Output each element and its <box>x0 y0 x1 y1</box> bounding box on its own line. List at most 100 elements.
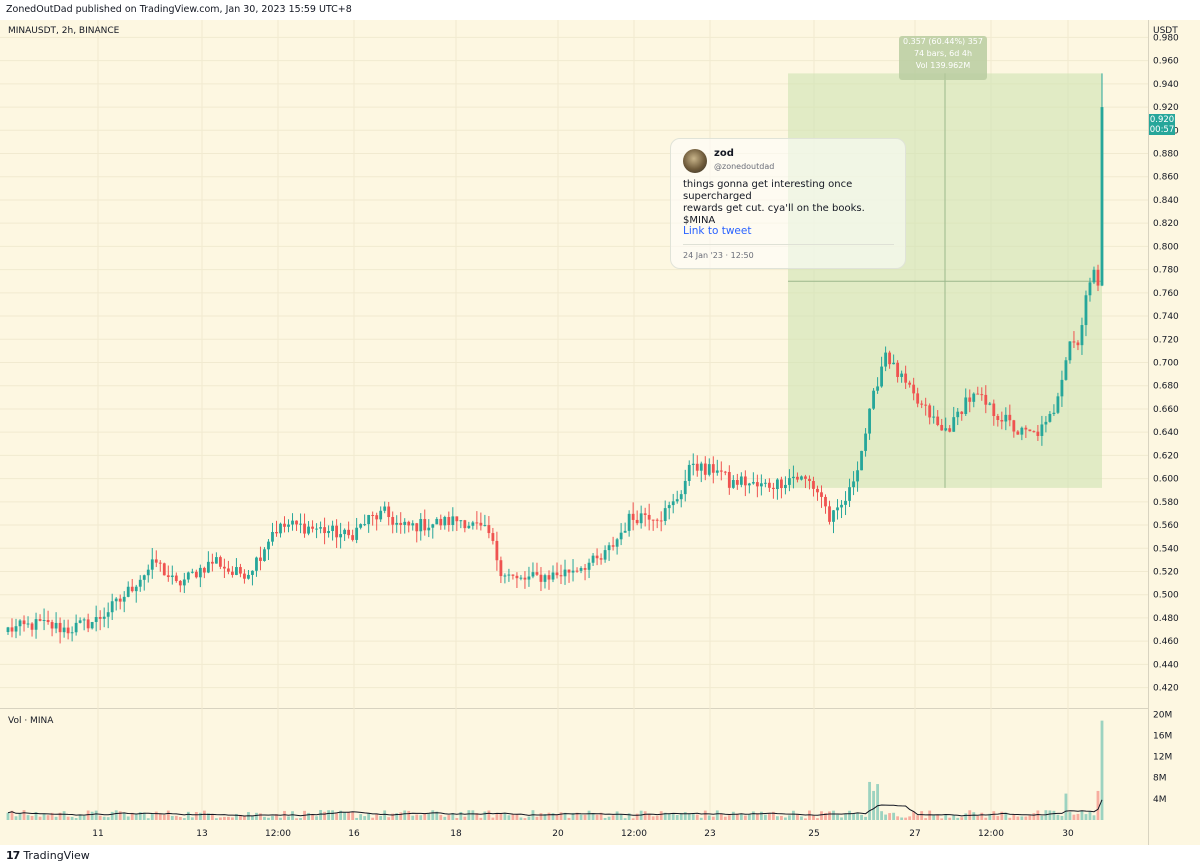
volume-bar <box>872 790 875 820</box>
candle-body <box>543 575 547 582</box>
volume-bar <box>836 814 839 820</box>
candle-body <box>106 612 110 617</box>
tweet-link[interactable]: Link to tweet <box>683 225 752 237</box>
volume-bar <box>663 812 667 820</box>
volume-bar <box>800 816 803 820</box>
candle-body <box>563 569 567 577</box>
volume-bar <box>547 812 551 820</box>
volume-bar <box>114 810 118 820</box>
volume-bar <box>70 816 74 820</box>
candle-body <box>751 482 755 484</box>
volume-bar <box>1060 815 1064 820</box>
volume-bar <box>259 813 262 820</box>
candle-body <box>840 504 843 508</box>
candle-body <box>607 545 611 551</box>
volume-bar <box>86 810 90 820</box>
candle-body <box>1092 269 1096 283</box>
candle-body <box>359 524 363 528</box>
tradingview-logo[interactable]: 17 TradingView <box>6 849 90 862</box>
candle-body <box>307 526 310 534</box>
last-price-value: 0.920 <box>1149 115 1175 125</box>
candle-body <box>283 523 286 527</box>
volume-bar <box>808 810 811 820</box>
candle-body <box>888 352 892 365</box>
candle-body <box>535 572 539 575</box>
candle-body <box>343 529 347 535</box>
candle-body <box>860 450 863 471</box>
publish-header: ZonedOutDad published on TradingView.com… <box>0 0 1200 20</box>
candle-body <box>26 623 30 625</box>
price-tick-label: 0.700 <box>1153 359 1179 369</box>
candle-body <box>235 567 238 575</box>
candle-body <box>579 568 583 571</box>
symbol-info[interactable]: MINAUSDT, 2h, BINANCE <box>8 26 120 36</box>
candle-body <box>976 393 980 395</box>
candle-body <box>828 506 831 522</box>
candle-body <box>395 522 399 525</box>
candle-body <box>259 557 262 561</box>
volume-bar <box>659 811 663 820</box>
volume-bar <box>218 817 222 820</box>
volume-bar <box>731 811 735 820</box>
candle-body <box>158 562 162 564</box>
candle-body <box>864 433 867 451</box>
candle-body <box>659 520 663 522</box>
volume-bar <box>852 813 855 820</box>
price-tick-label: 0.660 <box>1153 405 1179 415</box>
candle-body <box>22 620 26 625</box>
pane-divider[interactable] <box>0 708 1148 709</box>
candle-body <box>46 619 50 623</box>
volume-bar <box>908 816 912 820</box>
volume-pane-title[interactable]: Vol · MINA <box>8 716 54 726</box>
volume-bar <box>964 813 968 820</box>
candle-body <box>539 574 543 582</box>
candle-body <box>447 516 451 526</box>
candle-body <box>1004 414 1008 422</box>
candle-body <box>1028 429 1032 432</box>
candle-body <box>339 534 343 538</box>
volume-bar <box>719 813 723 820</box>
volume-bar <box>563 812 567 820</box>
candle-body <box>355 527 359 540</box>
candle-body <box>1072 341 1076 343</box>
price-tick-label: 0.540 <box>1153 544 1179 554</box>
candle-body <box>1096 269 1100 286</box>
volume-tick-label: 4M <box>1153 795 1167 805</box>
candle-body <box>952 417 956 432</box>
volume-bar <box>170 815 174 820</box>
volume-bar <box>840 817 843 820</box>
volume-bar <box>687 813 691 820</box>
candle-body <box>335 525 339 538</box>
candle-body <box>303 523 306 534</box>
time-tick-label: 20 <box>552 829 564 839</box>
volume-bar <box>162 814 166 820</box>
volume-bar <box>419 815 423 820</box>
volume-bar <box>519 817 523 820</box>
candle-body <box>291 520 294 525</box>
volume-bar <box>723 816 727 820</box>
volume-bar <box>727 815 731 820</box>
candle-body <box>667 505 671 509</box>
candle-body <box>154 559 158 563</box>
volume-bar <box>759 811 763 820</box>
candle-body <box>331 525 334 532</box>
candle-body <box>739 476 743 485</box>
volume-tick-label: 20M <box>1153 710 1172 720</box>
price-tick-label: 0.560 <box>1153 521 1179 531</box>
volume-bar <box>222 816 226 820</box>
tradingview-brand: TradingView <box>23 849 90 862</box>
volume-bar <box>936 815 940 820</box>
price-tick-label: 0.920 <box>1153 103 1179 113</box>
volume-bar <box>788 815 791 820</box>
volume-bar <box>932 814 936 820</box>
price-tick-label: 0.460 <box>1153 637 1179 647</box>
volume-bar <box>503 813 507 820</box>
candle-body <box>747 483 751 486</box>
candle-body <box>194 571 198 578</box>
candle-body <box>1080 325 1084 346</box>
volume-bar <box>735 813 739 820</box>
volume-bar <box>1004 812 1008 820</box>
price-tick-label: 0.840 <box>1153 196 1179 206</box>
candle-body <box>411 523 415 526</box>
